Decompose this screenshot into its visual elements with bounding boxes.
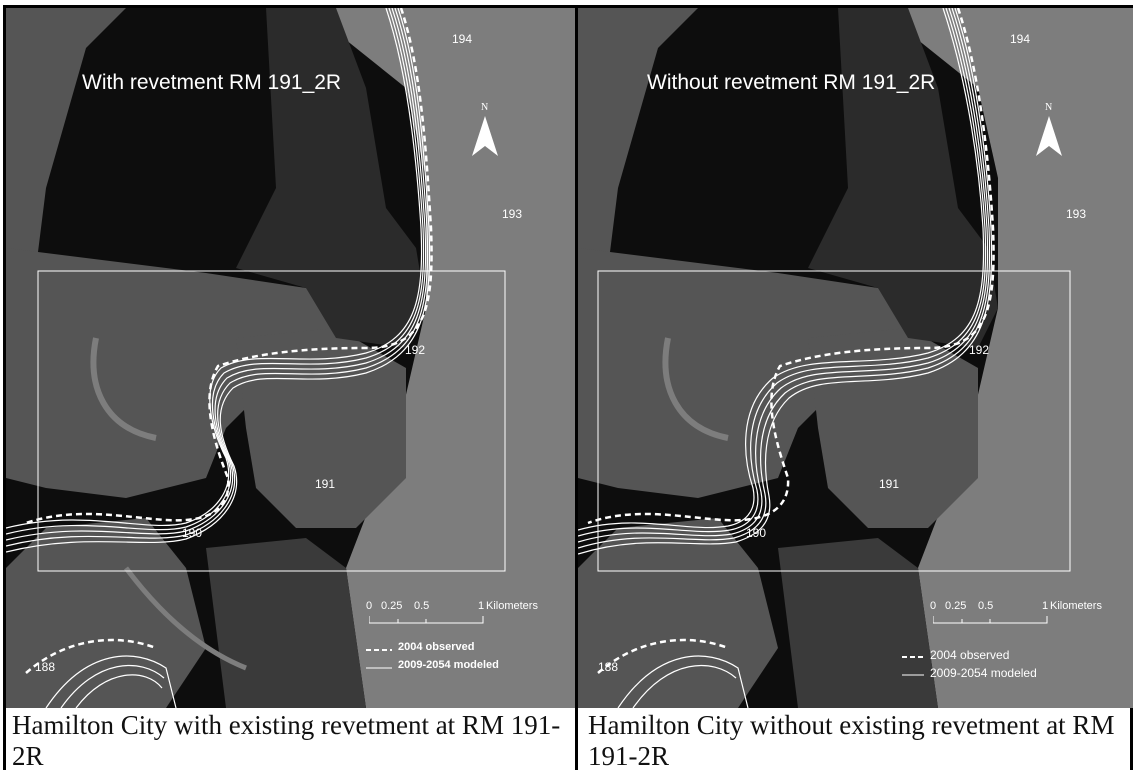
scale-tick-1: 1 — [478, 600, 485, 612]
legend: 2004 observed 2009-2054 modeled — [362, 641, 562, 677]
legend-modeled: 2009-2054 modeled — [362, 659, 562, 677]
legend-modeled: 2009-2054 modeled — [898, 666, 1098, 684]
modeled-channel-lines — [578, 8, 993, 708]
panel-title: Without revetment RM 191_2R — [647, 71, 936, 94]
river-mile-190: 190 — [746, 526, 767, 540]
river-mile-193: 193 — [502, 207, 523, 221]
legend-modeled-label: 2009-2054 modeled — [930, 666, 1037, 680]
scale-tick-025: 0.25 — [381, 600, 403, 612]
river-mile-192: 192 — [405, 343, 426, 357]
north-arrow-icon: N — [470, 102, 500, 162]
river-mile-191: 191 — [315, 477, 336, 491]
caption-without-revetment: Hamilton City without existing revetment… — [588, 710, 1115, 771]
river-mile-193: 193 — [1066, 207, 1087, 221]
river-mile-188: 188 — [35, 660, 56, 674]
scale-tick-0: 0 — [930, 600, 937, 612]
map-panel-without-revetment: Without revetment RM 191_2R N 194 193 19… — [578, 8, 1133, 708]
caption-with-revetment: Hamilton City with existing revetment at… — [12, 710, 561, 771]
legend-modeled-label: 2009-2054 modeled — [398, 659, 499, 671]
map-with-revetment — [6, 8, 575, 708]
river-mile-194: 194 — [452, 32, 473, 46]
legend-observed: 2004 observed — [362, 641, 562, 659]
north-label: N — [1045, 102, 1053, 113]
scale-unit: Kilometers — [1050, 600, 1102, 612]
panel-title: With revetment RM 191_2R — [82, 71, 342, 94]
scale-unit: Kilometers — [486, 600, 538, 612]
legend-observed: 2004 observed — [898, 648, 1098, 666]
panel-divider — [575, 5, 578, 770]
river-mile-191: 191 — [879, 477, 900, 491]
observed-channel-line — [25, 8, 433, 525]
legend-observed-label: 2004 observed — [930, 648, 1010, 662]
legend: 2004 observed 2009-2054 modeled — [898, 648, 1098, 684]
map-without-revetment — [578, 8, 1133, 708]
scale-bar: 0 0.25 0.5 1 Kilometers — [928, 600, 1128, 630]
scale-tick-0: 0 — [366, 600, 373, 612]
legend-observed-label: 2004 observed — [398, 641, 475, 653]
scale-tick-025: 0.25 — [945, 600, 967, 612]
north-label: N — [481, 102, 489, 113]
observed-channel-line — [587, 8, 995, 525]
river-mile-194: 194 — [1010, 32, 1031, 46]
scale-bar: 0 0.25 0.5 1 Kilometers — [364, 600, 564, 630]
scale-tick-1: 1 — [1042, 600, 1049, 612]
scale-tick-05: 0.5 — [414, 600, 430, 612]
river-mile-192: 192 — [969, 343, 990, 357]
map-panel-with-revetment: With revetment RM 191_2R N 194 193 192 1… — [6, 8, 575, 708]
river-mile-190: 190 — [182, 526, 203, 540]
north-arrow-icon: N — [1034, 102, 1064, 162]
river-mile-188: 188 — [598, 660, 619, 674]
scale-tick-05: 0.5 — [978, 600, 994, 612]
